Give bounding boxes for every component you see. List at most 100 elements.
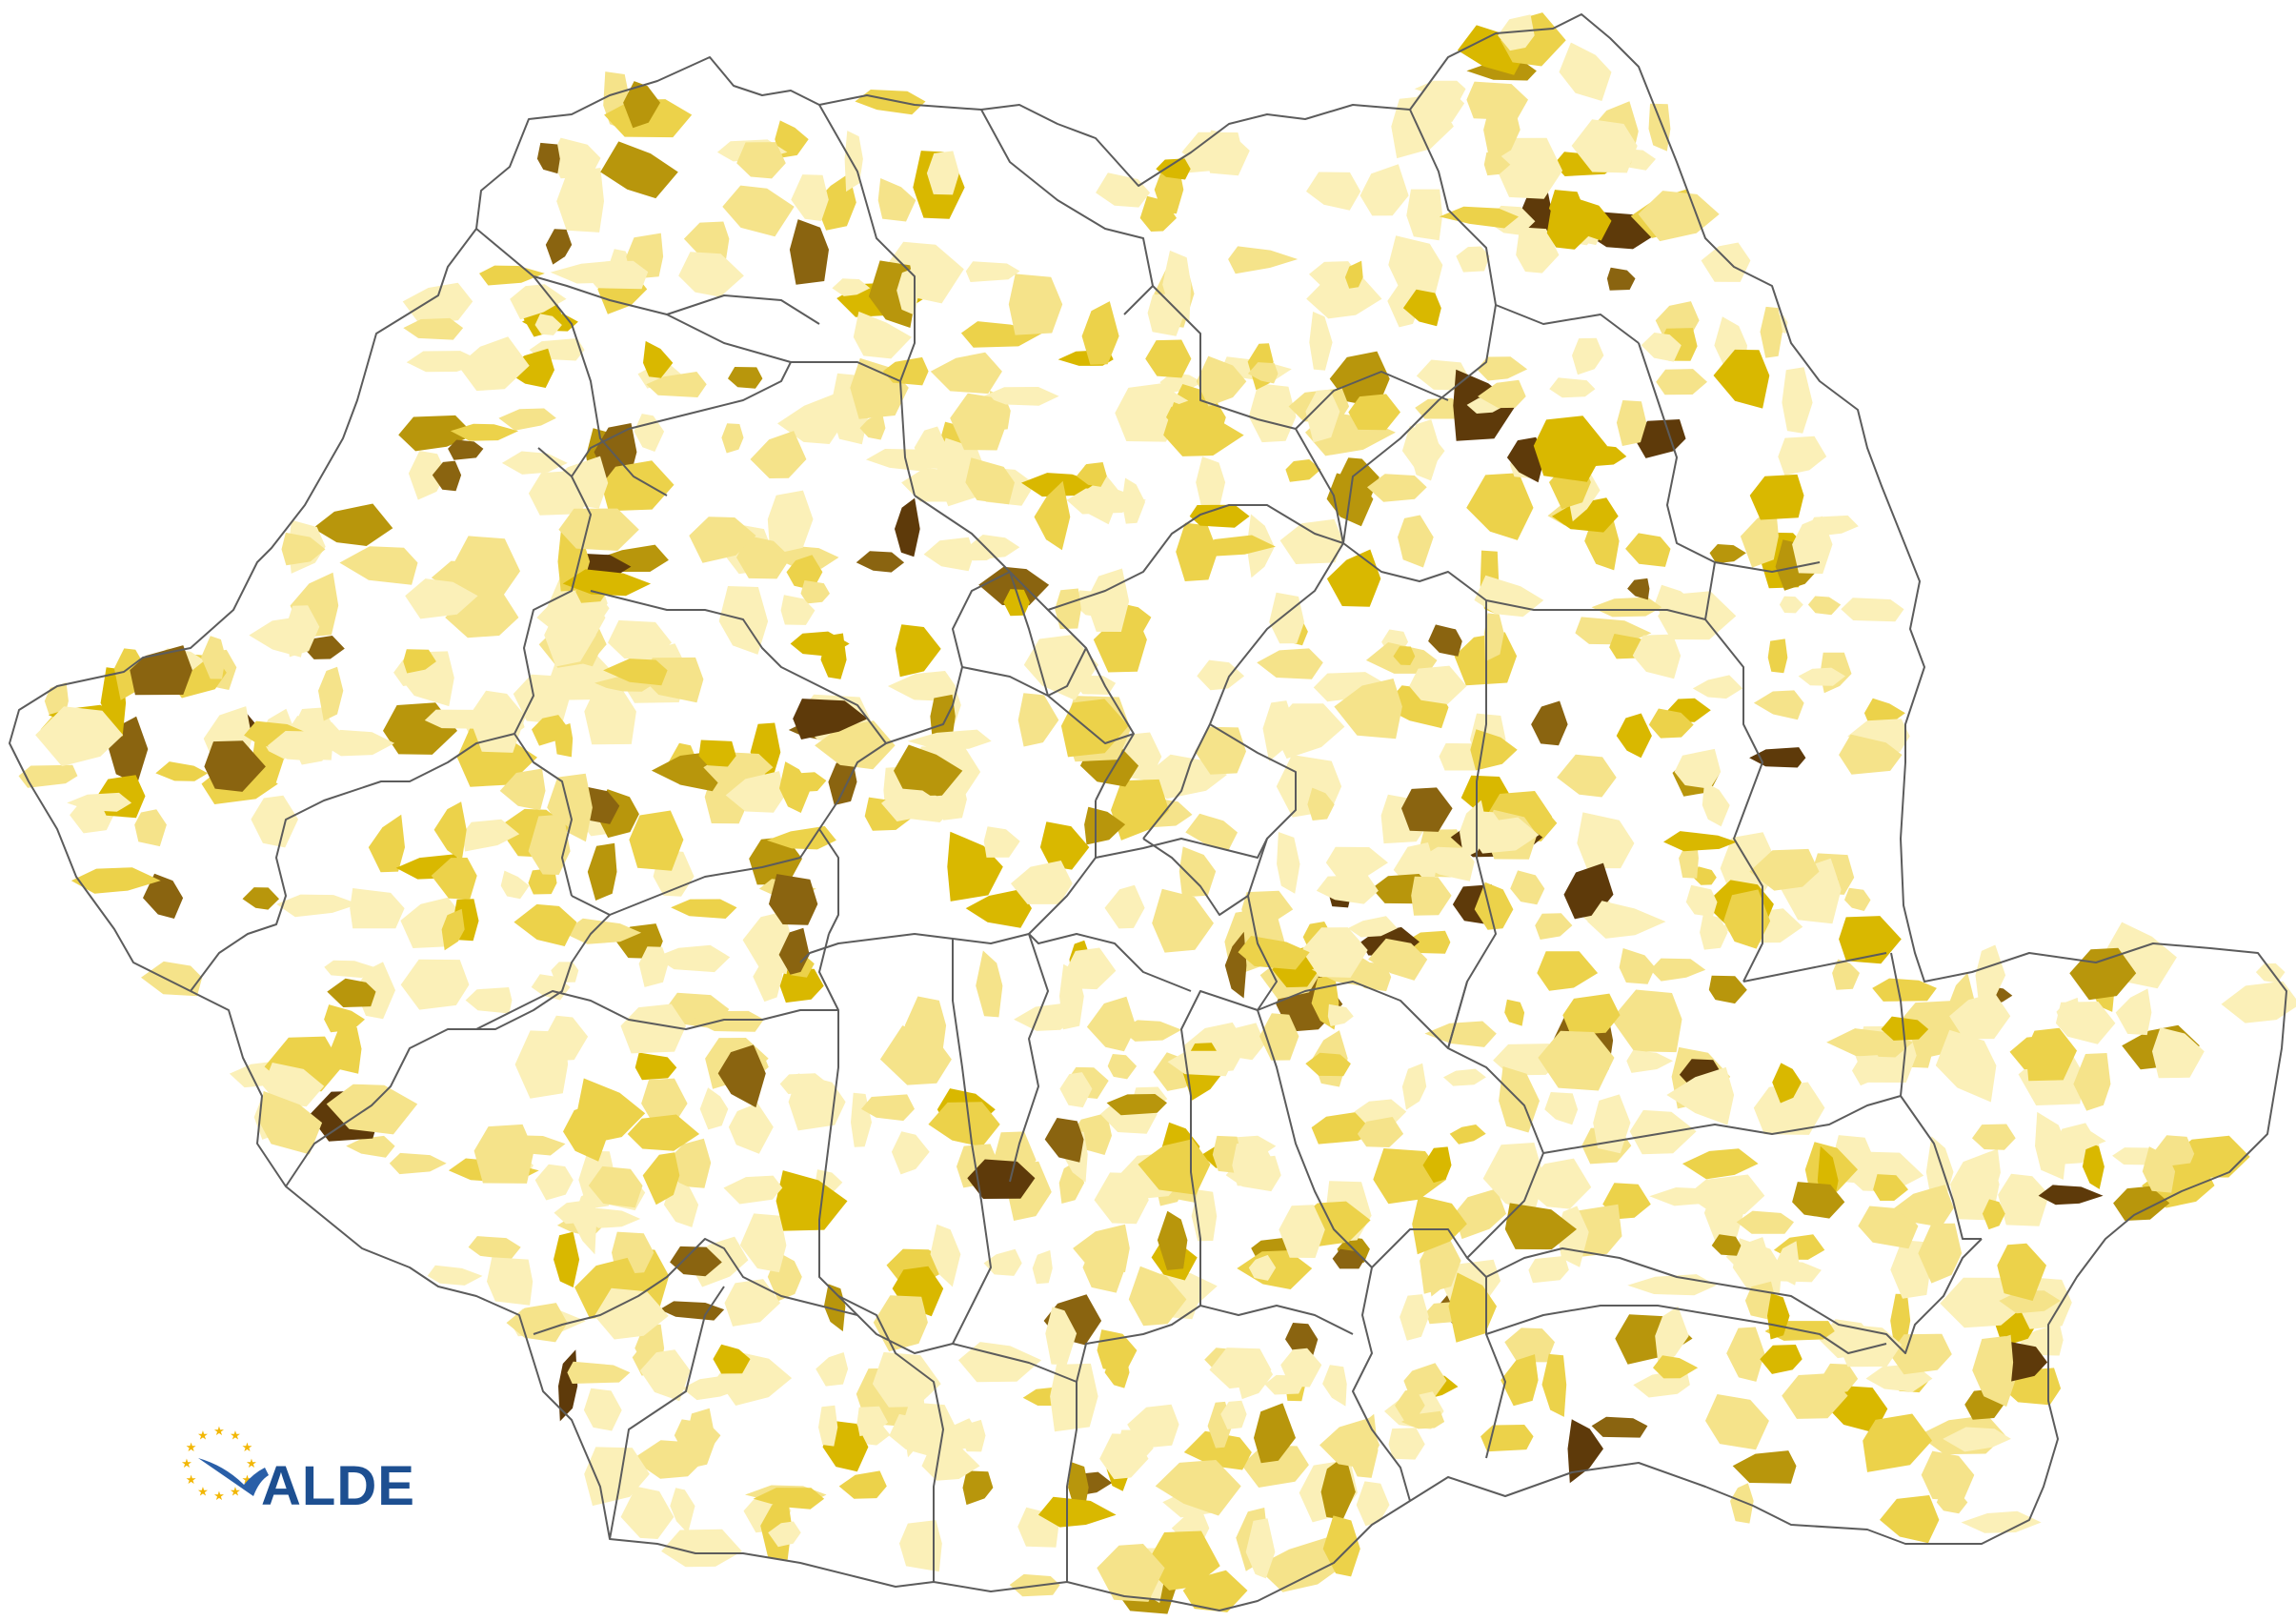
locality-patch [350, 888, 405, 929]
locality-patch [717, 1044, 766, 1108]
locality-patch [1567, 1419, 1603, 1484]
locality-patch [513, 674, 572, 725]
locality-patch [514, 1030, 569, 1099]
locality-patch [1157, 1210, 1188, 1270]
locality-patch [699, 1087, 729, 1130]
locality-patch [1178, 846, 1217, 898]
locality-patch [1107, 1054, 1138, 1080]
locality-patch [1625, 533, 1671, 567]
locality-patch [1334, 679, 1402, 740]
locality-patch [643, 340, 674, 378]
locality-patch [1017, 693, 1059, 747]
country-outline [9, 13, 2287, 1611]
locality-patch [1011, 861, 1073, 904]
locality-patch [1322, 1515, 1360, 1577]
locality-patch [286, 605, 320, 658]
locality-patch [608, 619, 672, 660]
locality-patch [895, 624, 941, 678]
locality-patch [1111, 779, 1169, 841]
locality-patch [1562, 993, 1621, 1035]
locality-patch [1504, 1327, 1555, 1363]
locality-patch [1014, 1003, 1073, 1031]
locality-patch [1156, 158, 1191, 180]
locality-patch [155, 761, 209, 781]
locality-patch [431, 858, 477, 900]
locality-patch [534, 314, 562, 335]
locality-patch [600, 141, 678, 199]
locality-patch [698, 740, 736, 767]
locality-patch [326, 1084, 418, 1135]
locality-patch [1591, 597, 1662, 618]
locality-patch [1128, 1266, 1187, 1327]
locality-patch [950, 393, 1009, 451]
locality-patch [1528, 1255, 1569, 1284]
locality-patch [1081, 301, 1119, 365]
locality-patch [1279, 518, 1343, 564]
locality-patch [448, 439, 484, 460]
locality-patch [1709, 544, 1746, 564]
locality-patch [536, 598, 606, 637]
locality-patch [1106, 1094, 1167, 1116]
locality-patch [1760, 1345, 1803, 1374]
locality-patch [1127, 1404, 1179, 1449]
locality-patch [2055, 1002, 2116, 1044]
locality-patch [583, 1388, 622, 1431]
locality-patch [1060, 699, 1129, 758]
locality-patch [1872, 978, 1937, 1002]
locality-patch [1256, 1537, 1342, 1592]
locality-patch [856, 551, 905, 573]
locality-patch [1483, 152, 1511, 176]
locality-patch [983, 387, 1059, 406]
locality-patch [1839, 734, 1903, 775]
locality-patch [499, 768, 546, 811]
locality-patch [450, 423, 519, 441]
locality-patch [638, 946, 669, 987]
locality-patch [1348, 394, 1400, 431]
locality-patch [534, 1164, 574, 1201]
logo-star-icon: ★ [246, 1456, 257, 1470]
locality-patch [1248, 1254, 1277, 1281]
locality-patch [1393, 646, 1416, 665]
locality-patch [1280, 1347, 1322, 1388]
locality-patch [1428, 624, 1462, 657]
locality-patch [1228, 246, 1299, 274]
locality-patch [766, 825, 836, 850]
logo-star-icon: ★ [181, 1456, 192, 1470]
locality-patch [1059, 1072, 1093, 1108]
logo-star-icon: ★ [230, 1429, 241, 1443]
locality-patch [1571, 119, 1638, 173]
locality-patch [1145, 1530, 1220, 1591]
locality-patch [901, 467, 984, 502]
locality-patch [1478, 379, 1526, 409]
locality-patch [584, 685, 636, 745]
locality-patch [587, 842, 617, 901]
locality-patch [723, 1175, 783, 1205]
locality-patch [1401, 787, 1453, 832]
locality-patch [433, 801, 467, 861]
locality-patch [479, 265, 545, 286]
locality-patch [1749, 848, 1820, 891]
locality-patch [634, 414, 665, 452]
locality-patch [629, 810, 684, 871]
alde-logo: ★ ★ ★ ★ ★ ★ ★ ★ ★ ★ ★ ★ ALDE [177, 1408, 414, 1523]
locality-patch [1096, 172, 1151, 208]
locality-patch [487, 1257, 534, 1306]
locality-patch [728, 367, 763, 389]
locality-patch [1305, 389, 1340, 443]
locality-patch [251, 795, 298, 848]
locality-patch [1533, 415, 1607, 482]
locality-patch [1918, 1223, 1963, 1284]
locality-patch [324, 960, 374, 979]
locality-patch [1571, 199, 1612, 241]
locality-patch [1232, 1141, 1276, 1187]
locality-patch [462, 819, 520, 852]
locality-patch [859, 414, 886, 440]
locality-patch [1524, 1158, 1592, 1209]
locality-patch [779, 968, 824, 1003]
locality-patch [1839, 916, 1902, 964]
locality-patch [1782, 367, 1813, 434]
locality-patch [1723, 889, 1771, 949]
locality-patch [1627, 1274, 1717, 1296]
locality-patch [872, 1351, 941, 1408]
